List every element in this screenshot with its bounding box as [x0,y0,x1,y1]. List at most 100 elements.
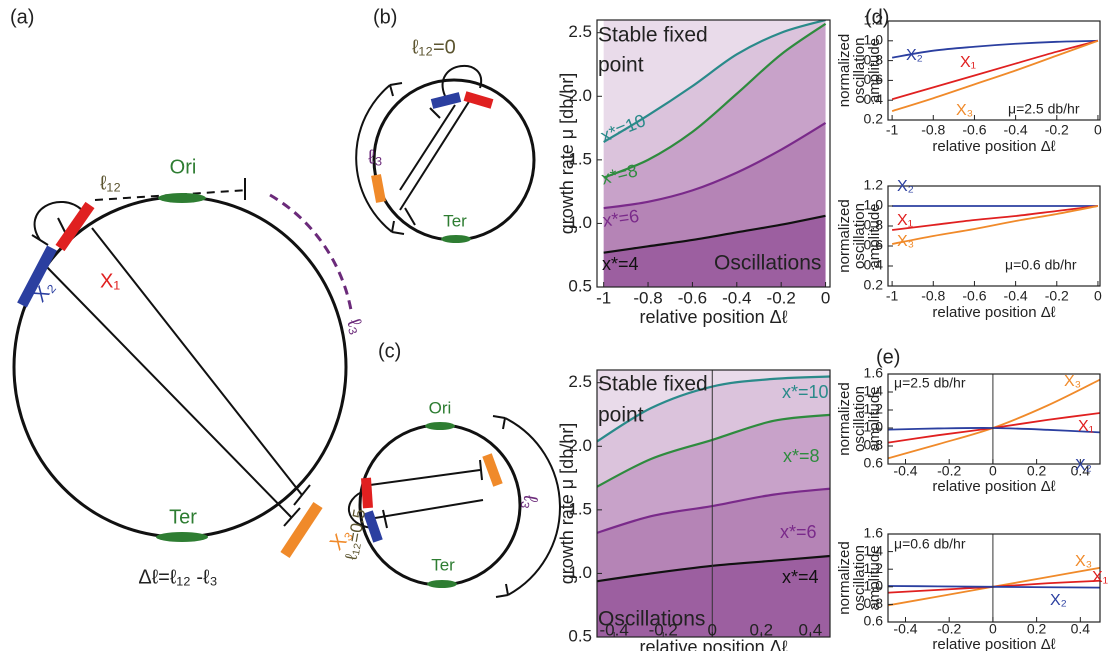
x-tick-label: -0.8 [921,122,945,138]
x-tick-label: -0.4 [1004,122,1028,138]
annotation: Stable fixed [598,373,708,396]
y-tick-label: 0.5 [568,626,592,645]
ori-label: Ori [170,156,197,178]
x-tick-label: 0 [989,621,997,637]
y-tick-label: 0.2 [864,111,884,127]
series-label: x*=10 [782,382,829,402]
annotation: Oscillations [598,608,705,631]
annotation: μ=2.5 db/hr [1008,101,1080,117]
series-label: x*=6 [780,522,817,542]
page: (a) Ori Ter X₁ X₂ X₃ ℓ₁₂ ℓ₃ Δℓ=ℓ₁₂ -ℓ₃ (… [0,0,1110,651]
x-axis-label: relative position Δℓ [932,304,1055,321]
y-tick-label: 2.5 [568,372,592,391]
panel-label: (c) [378,340,401,362]
x-tick-label: -0.2 [1045,288,1069,304]
line [892,41,1098,99]
x-tick-label: 0 [1094,288,1102,304]
annotation: μ=0.6 db/hr [1005,257,1077,273]
plot-area [892,206,1098,244]
series-label: X₂ [897,178,914,195]
series-label: x*=8 [783,446,820,466]
series-label: X₃ [897,233,914,250]
x-tick-label: -0.4 [1004,288,1028,304]
annotation: Oscillations [714,252,821,275]
x-tick-label: 0.2 [1027,621,1047,637]
panel-label: (b) [373,6,397,28]
ter-label: Ter [169,506,197,528]
distance-label: ℓ₁₂=0 [412,36,456,58]
series-label: X₃ [1075,553,1092,570]
series-label: X₁ [897,212,913,229]
series-label: X₃ [1064,373,1081,390]
y-tick-label: 1.2 [864,12,884,28]
line [892,206,1098,244]
annotation: μ=2.5 db/hr [894,375,966,391]
y-axis-label: growth rate μ [db/hr] [557,423,577,584]
x-tick-label: -0.2 [937,463,961,479]
formula: Δℓ=ℓ₁₂ -ℓ₃ [138,566,217,588]
y-tick-label: 0.6 [864,455,884,471]
x-tick-label: -0.4 [893,463,917,479]
ter-label: Ter [431,555,455,574]
gene-label: X₁ [100,270,120,292]
x-tick-label: -1 [886,288,899,304]
x-tick-label: -0.8 [633,288,662,307]
x-tick-label: 0 [821,288,830,307]
ori-label: Ori [429,398,452,417]
series-label: X₂ [1050,592,1067,609]
x-axis-label: relative position Δℓ [932,636,1055,651]
x-tick-label: 0 [1094,122,1102,138]
x-axis-label: relative position Δℓ [932,138,1055,155]
line [892,206,1098,230]
panel-label: (a) [10,6,34,28]
distance-label: ℓ₃ [368,146,383,168]
y-axis-label: normalizedoscillationamplitude [836,34,883,107]
series-label: X₃ [956,102,973,119]
y-tick-label: 0.6 [864,613,884,629]
y-axis-label: normalizedoscillationamplitude [836,199,883,272]
x-tick-label: -0.6 [962,288,986,304]
annotation: Stable fixed [598,24,708,47]
y-tick-label: 1.6 [864,525,884,541]
y-axis-label: normalizedoscillationamplitude [836,541,883,614]
x-tick-label: -0.6 [678,288,707,307]
series-label: X₁ [1078,418,1094,435]
x-tick-label: -0.4 [722,288,751,307]
ter-label: Ter [443,211,467,230]
x-tick-label: -0.4 [893,621,917,637]
series-label: X₁ [960,54,976,71]
series-label: x*=4 [602,254,639,274]
x-tick-label: -0.2 [1045,122,1069,138]
diagram-a [14,178,351,555]
annotation: point [598,404,644,427]
figure: (a) Ori Ter X₁ X₂ X₃ ℓ₁₂ ℓ₃ Δℓ=ℓ₁₂ -ℓ₃ (… [0,0,1110,651]
y-axis-label: normalizedoscillationamplitude [836,382,883,455]
annotation: μ=0.6 db/hr [894,536,966,552]
annotation: point [598,54,644,77]
x-tick-label: 0.4 [1071,621,1091,637]
y-tick-label: 2.5 [568,22,592,41]
x-tick-label: -1 [886,122,899,138]
x-tick-label: 0.2 [1027,463,1047,479]
y-tick-label: 1.6 [864,365,884,381]
series-label: X₂ [1075,457,1092,474]
x-tick-label: 0.4 [799,620,823,639]
x-tick-label: -0.8 [921,288,945,304]
distance-label: ℓ₁₂ [100,172,121,194]
series-label: X₁ [1092,569,1108,586]
x-tick-label: -0.6 [962,122,986,138]
x-tick-label: 0 [989,463,997,479]
x-axis-label: relative position Δℓ [640,307,788,327]
y-tick-label: 0.2 [864,277,884,293]
x-tick-label: -0.2 [767,288,796,307]
series-label: X₂ [906,47,923,64]
y-axis-label: growth rate μ [db/hr] [557,73,577,234]
x-axis-label: relative position Δℓ [932,478,1055,495]
distance-label: ℓ₃ [342,316,368,337]
